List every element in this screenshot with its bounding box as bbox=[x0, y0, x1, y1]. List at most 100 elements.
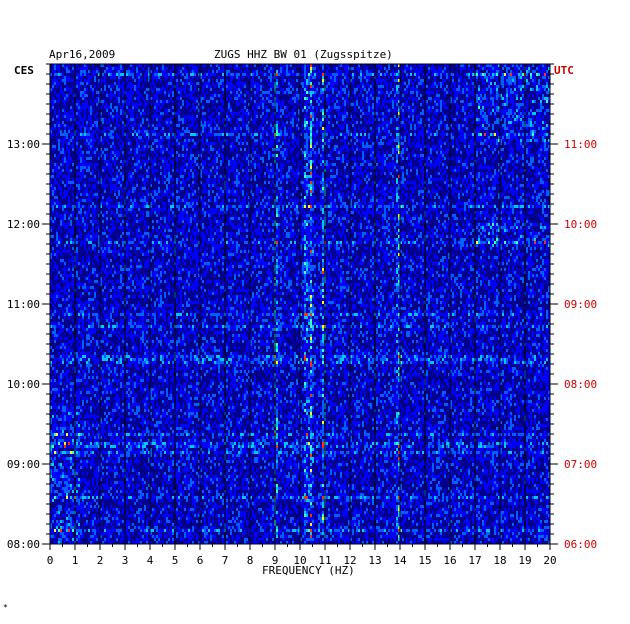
heat-cell bbox=[372, 145, 374, 148]
heat-cell bbox=[386, 91, 388, 94]
heat-cell bbox=[530, 76, 532, 79]
heat-cell bbox=[394, 64, 396, 67]
heat-cell bbox=[478, 139, 480, 142]
heat-cell bbox=[328, 67, 330, 70]
heat-cell bbox=[480, 94, 482, 97]
heat-cell bbox=[162, 103, 164, 106]
heat-cell bbox=[382, 169, 384, 172]
heat-cell bbox=[102, 73, 104, 76]
heat-cell bbox=[362, 136, 364, 139]
heat-cell bbox=[84, 136, 86, 139]
heat-cell bbox=[138, 79, 140, 82]
heat-cell bbox=[318, 97, 320, 100]
heat-cell bbox=[130, 118, 132, 121]
heat-cell bbox=[50, 73, 52, 76]
heat-cell bbox=[438, 121, 440, 124]
heat-cell bbox=[222, 133, 224, 136]
heat-cell bbox=[464, 118, 466, 121]
heat-cell bbox=[480, 67, 482, 70]
heat-cell bbox=[170, 154, 172, 157]
heat-cell bbox=[76, 112, 78, 115]
heat-cell bbox=[276, 172, 278, 175]
heat-cell bbox=[236, 64, 238, 67]
heat-cell bbox=[394, 106, 396, 109]
heat-cell bbox=[170, 97, 172, 100]
heat-cell bbox=[328, 124, 330, 127]
heat-cell bbox=[266, 148, 268, 151]
heat-cell bbox=[542, 142, 544, 145]
heat-cell bbox=[492, 97, 494, 100]
heat-cell bbox=[110, 115, 112, 118]
heat-cell bbox=[218, 82, 220, 85]
heat-cell bbox=[352, 133, 354, 136]
heat-cell bbox=[194, 64, 196, 67]
heat-cell bbox=[478, 64, 480, 67]
heat-cell bbox=[90, 76, 92, 79]
heat-cell bbox=[520, 145, 522, 148]
heat-cell bbox=[86, 106, 88, 109]
heat-cell bbox=[220, 133, 222, 136]
heat-cell bbox=[400, 106, 402, 109]
heat-cell bbox=[232, 166, 234, 169]
heat-cell bbox=[328, 103, 330, 106]
heat-cell bbox=[110, 106, 112, 109]
heat-cell bbox=[168, 172, 170, 175]
heat-cell bbox=[204, 94, 206, 97]
heat-cell bbox=[282, 76, 284, 79]
heat-cell bbox=[92, 124, 94, 127]
heat-cell bbox=[310, 130, 312, 133]
heat-cell bbox=[232, 148, 234, 151]
heat-cell bbox=[284, 136, 286, 139]
heat-cell bbox=[132, 64, 134, 67]
heat-cell bbox=[184, 88, 186, 91]
heat-cell bbox=[154, 115, 156, 118]
heat-cell bbox=[442, 70, 444, 73]
heat-cell bbox=[428, 97, 430, 100]
heat-cell bbox=[154, 133, 156, 136]
heat-cell bbox=[344, 100, 346, 103]
heat-cell bbox=[264, 124, 266, 127]
heat-cell bbox=[192, 121, 194, 124]
heat-cell bbox=[178, 88, 180, 91]
heat-cell bbox=[194, 118, 196, 121]
heat-cell bbox=[292, 97, 294, 100]
heat-cell bbox=[218, 133, 220, 136]
heat-cell bbox=[372, 112, 374, 115]
heat-cell bbox=[204, 121, 206, 124]
heat-cell bbox=[186, 130, 188, 133]
heat-cell bbox=[378, 91, 380, 94]
heat-cell bbox=[322, 142, 324, 145]
heat-cell bbox=[288, 145, 290, 148]
heat-cell bbox=[106, 163, 108, 166]
heat-cell bbox=[184, 154, 186, 157]
heat-cell bbox=[152, 172, 154, 175]
heat-cell bbox=[138, 148, 140, 151]
heat-cell bbox=[410, 124, 412, 127]
heat-cell bbox=[542, 88, 544, 91]
heat-cell bbox=[412, 118, 414, 121]
heat-cell bbox=[256, 97, 258, 100]
heat-cell bbox=[116, 124, 118, 127]
heat-cell bbox=[272, 169, 274, 172]
heat-cell bbox=[466, 73, 468, 76]
heat-cell bbox=[166, 160, 168, 163]
heat-cell bbox=[206, 91, 208, 94]
heat-cell bbox=[150, 70, 152, 73]
heat-cell bbox=[462, 166, 464, 169]
heat-cell bbox=[266, 139, 268, 142]
heat-cell bbox=[186, 106, 188, 109]
heat-cell bbox=[320, 88, 322, 91]
heat-cell bbox=[106, 106, 108, 109]
heat-cell bbox=[372, 115, 374, 118]
heat-cell bbox=[360, 82, 362, 85]
heat-cell bbox=[96, 136, 98, 139]
heat-cell bbox=[290, 166, 292, 169]
heat-cell bbox=[316, 118, 318, 121]
heat-cell bbox=[404, 103, 406, 106]
heat-cell bbox=[128, 103, 130, 106]
heat-cell bbox=[542, 118, 544, 121]
heat-cell bbox=[262, 151, 264, 154]
heat-cell bbox=[408, 115, 410, 118]
heat-cell bbox=[390, 121, 392, 124]
heat-cell bbox=[232, 91, 234, 94]
